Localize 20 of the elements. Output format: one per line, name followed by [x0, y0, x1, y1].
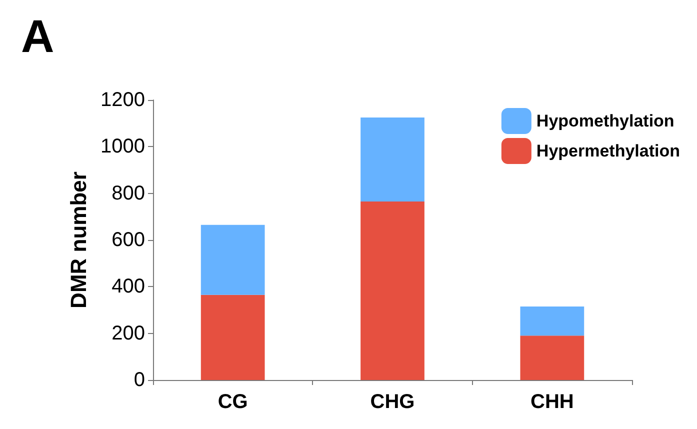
legend-label: Hypomethylation [536, 112, 674, 130]
y-tick-label: 0 [134, 369, 145, 391]
x-tick-label: CHG [370, 391, 415, 413]
y-tick-label: 1000 [100, 136, 145, 158]
x-tick-label: CG [218, 391, 248, 413]
x-tick-label: CHH [530, 391, 574, 413]
bar [200, 294, 265, 380]
y-tick-label: 400 [112, 276, 145, 298]
bar [520, 306, 584, 336]
bar [360, 118, 424, 202]
y-tick-label: 800 [112, 182, 145, 204]
y-tick-label: 200 [112, 322, 145, 344]
bar [360, 202, 424, 380]
legend-label: Hypermethylation [536, 142, 680, 160]
y-tick-label: 1200 [100, 89, 145, 111]
y-tick-label: 600 [112, 229, 145, 251]
y-axis-title: DMR number [66, 171, 92, 308]
chart-title: A [21, 10, 54, 62]
bar [200, 224, 265, 295]
bar [520, 336, 584, 380]
